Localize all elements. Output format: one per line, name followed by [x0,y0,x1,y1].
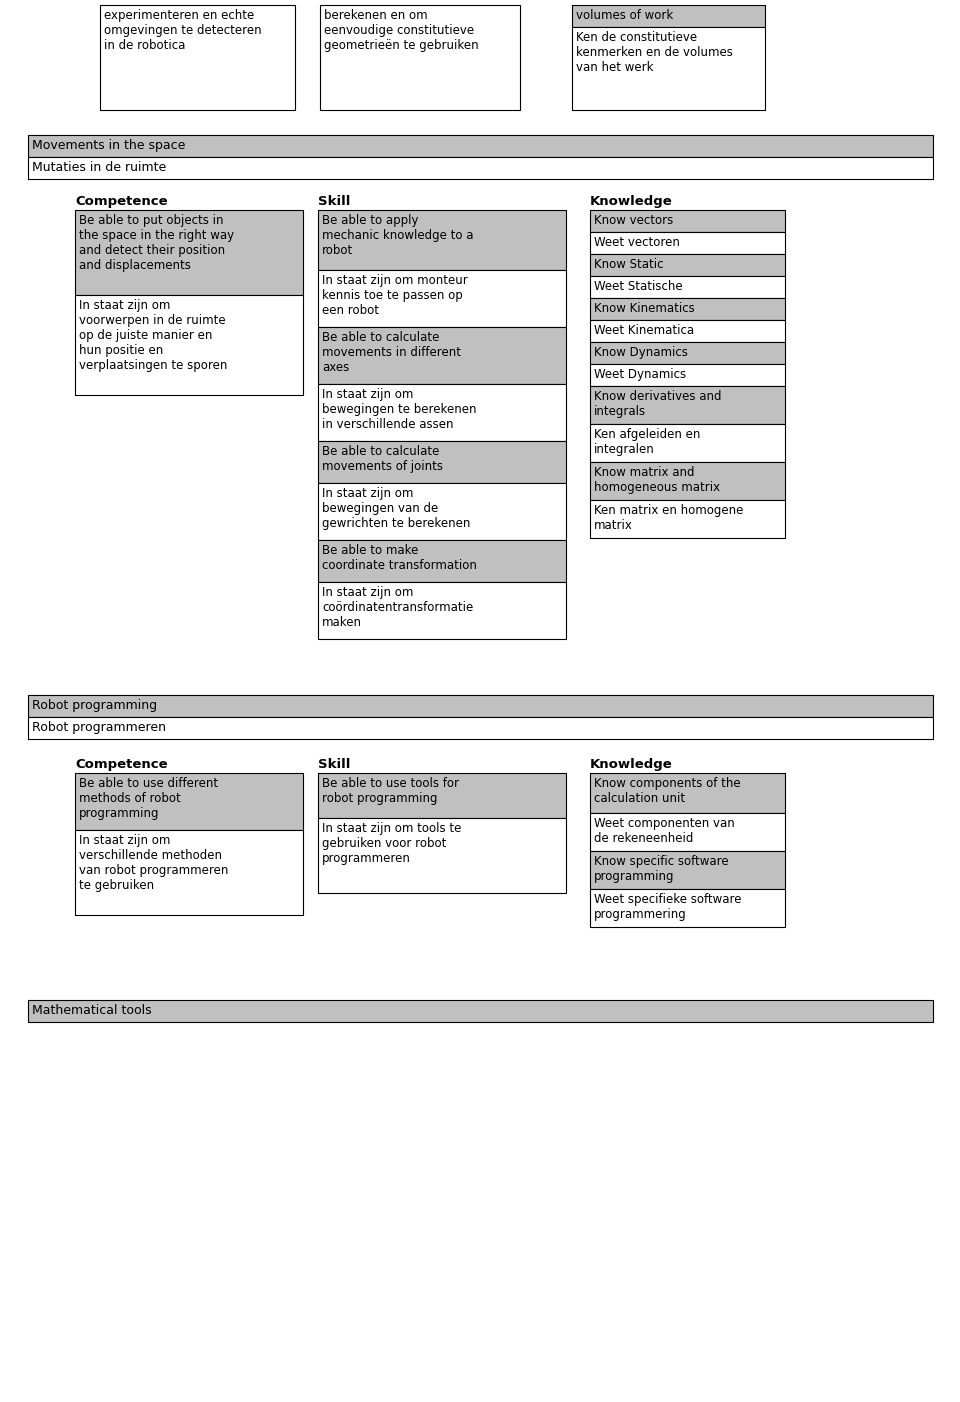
Bar [590,889,785,927]
Text: Weet Kinematica: Weet Kinematica [594,324,694,336]
Text: Skill: Skill [318,758,350,771]
Bar [75,294,303,395]
Text: Know Kinematics: Know Kinematics [594,301,695,315]
Text: Know vectors: Know vectors [594,215,673,227]
Text: In staat zijn om
bewegingen te berekenen
in verschillende assen: In staat zijn om bewegingen te berekenen… [322,388,476,430]
Text: Be able to use tools for
robot programming: Be able to use tools for robot programmi… [322,777,459,805]
Bar [590,342,785,365]
Text: In staat zijn om tools te
gebruiken voor robot
programmeren: In staat zijn om tools te gebruiken voor… [322,822,462,865]
Text: Be able to apply
mechanic knowledge to a
robot: Be able to apply mechanic knowledge to a… [322,215,473,257]
Text: In staat zijn om
verschillende methoden
van robot programmeren
te gebruiken: In staat zijn om verschillende methoden … [79,834,228,892]
Text: Be able to make
coordinate transformation: Be able to make coordinate transformatio… [322,544,477,572]
Text: Know specific software
programming: Know specific software programming [594,855,729,883]
Bar [75,210,303,294]
Bar [318,271,566,327]
Text: In staat zijn om
voorwerpen in de ruimte
op de juiste manier en
hun positie en
v: In staat zijn om voorwerpen in de ruimte… [79,299,228,372]
Bar [590,463,785,501]
Bar [318,817,566,893]
Bar [590,320,785,342]
Text: Know matrix and
homogeneous matrix: Know matrix and homogeneous matrix [594,465,720,494]
Text: Skill: Skill [318,195,350,207]
Bar [318,384,566,442]
Text: Know components of the
calculation unit: Know components of the calculation unit [594,777,740,805]
Text: Ken de constitutieve
kenmerken en de volumes
van het werk: Ken de constitutieve kenmerken en de vol… [576,31,732,74]
Text: Competence: Competence [75,758,168,771]
Text: In staat zijn om monteur
kennis toe te passen op
een robot: In staat zijn om monteur kennis toe te p… [322,273,468,317]
Bar [75,773,303,830]
Bar [590,231,785,254]
Text: Movements in the space: Movements in the space [32,139,185,151]
Text: Know Static: Know Static [594,258,663,271]
Bar [590,423,785,463]
Text: Weet specifieke software
programmering: Weet specifieke software programmering [594,893,741,921]
Bar [320,6,520,109]
Text: Know Dynamics: Know Dynamics [594,346,688,359]
Text: Competence: Competence [75,195,168,207]
Bar [572,6,765,27]
Bar [590,386,785,423]
Text: Ken afgeleiden en
integralen: Ken afgeleiden en integralen [594,428,701,456]
Bar [590,276,785,299]
Text: Robot programming: Robot programming [32,700,157,712]
Bar [590,210,785,231]
Bar [318,773,566,817]
Bar [28,135,933,157]
Text: Knowledge: Knowledge [590,758,673,771]
Bar [28,716,933,739]
Bar [318,442,566,484]
Text: Be able to calculate
movements in different
axes: Be able to calculate movements in differ… [322,331,461,374]
Text: Mathematical tools: Mathematical tools [32,1004,152,1016]
Text: Knowledge: Knowledge [590,195,673,207]
Text: Know derivatives and
integrals: Know derivatives and integrals [594,390,722,418]
Bar [318,327,566,384]
Bar [28,157,933,179]
Bar [28,695,933,716]
Bar [318,484,566,540]
Text: Weet vectoren: Weet vectoren [594,236,680,250]
Text: volumes of work: volumes of work [576,8,673,22]
Bar [590,501,785,538]
Bar [318,540,566,582]
Text: Mutaties in de ruimte: Mutaties in de ruimte [32,161,166,174]
Text: experimenteren en echte
omgevingen te detecteren
in de robotica: experimenteren en echte omgevingen te de… [104,8,262,52]
Bar [590,254,785,276]
Text: Be able to calculate
movements of joints: Be able to calculate movements of joints [322,444,443,472]
Bar [590,851,785,889]
Text: Be able to put objects in
the space in the right way
and detect their position
a: Be able to put objects in the space in t… [79,215,234,272]
Text: Weet Statische: Weet Statische [594,280,683,293]
Text: In staat zijn om
coördinatentransformatie
maken: In staat zijn om coördinatentransformati… [322,586,473,629]
Bar [590,365,785,386]
Bar [75,830,303,916]
Text: berekenen en om
eenvoudige constitutieve
geometrieën te gebruiken: berekenen en om eenvoudige constitutieve… [324,8,479,52]
Text: Weet componenten van
de rekeneenheid: Weet componenten van de rekeneenheid [594,817,734,845]
Bar [572,27,765,109]
Bar [318,582,566,639]
Text: Ken matrix en homogene
matrix: Ken matrix en homogene matrix [594,503,743,531]
Text: Be able to use different
methods of robot
programming: Be able to use different methods of robo… [79,777,218,820]
Text: In staat zijn om
bewegingen van de
gewrichten te berekenen: In staat zijn om bewegingen van de gewri… [322,486,470,530]
Bar [28,1000,933,1022]
Bar [100,6,295,109]
Bar [590,773,785,813]
Text: Weet Dynamics: Weet Dynamics [594,367,686,381]
Bar [590,299,785,320]
Text: Robot programmeren: Robot programmeren [32,721,166,735]
Bar [318,210,566,271]
Bar [590,813,785,851]
